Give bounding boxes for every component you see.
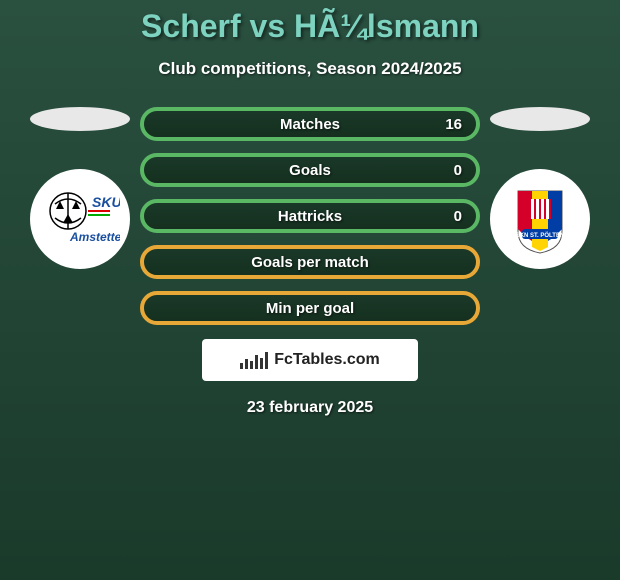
stat-label: Hattricks — [278, 208, 342, 225]
date-text: 23 february 2025 — [0, 399, 620, 417]
stpolten-logo-icon: SKN ST. PÖLTEN — [500, 179, 580, 259]
stat-row-goals-per-match: Goals per match — [140, 245, 480, 279]
page-title: Scherf vs HÃ¼lsmann — [0, 8, 620, 45]
svg-text:SKN ST. PÖLTEN: SKN ST. PÖLTEN — [516, 232, 565, 239]
right-player-avatar — [490, 107, 590, 131]
stat-row-hattricks: Hattricks 0 — [140, 199, 480, 233]
stat-row-goals: Goals 0 — [140, 153, 480, 187]
stat-row-matches: Matches 16 — [140, 107, 480, 141]
svg-text:Amstetten: Amstetten — [69, 230, 120, 244]
stat-label: Matches — [280, 116, 340, 133]
stat-row-min-per-goal: Min per goal — [140, 291, 480, 325]
right-player-col: SKN ST. PÖLTEN — [490, 107, 590, 269]
stat-label: Goals — [289, 162, 331, 179]
brand-footer[interactable]: FcTables.com — [202, 339, 418, 381]
amstetten-logo-icon: SKU Amstetten — [40, 179, 120, 259]
stat-label: Goals per match — [251, 254, 369, 271]
right-club-badge: SKN ST. PÖLTEN — [490, 169, 590, 269]
left-player-col: SKU Amstetten — [30, 107, 130, 269]
left-club-badge: SKU Amstetten — [30, 169, 130, 269]
stat-right-value: 0 — [454, 162, 462, 179]
svg-text:SKU: SKU — [92, 194, 120, 210]
stats-column: Matches 16 Goals 0 Hattricks 0 Goals per… — [140, 107, 480, 325]
stat-right-value: 16 — [445, 116, 462, 133]
subtitle: Club competitions, Season 2024/2025 — [0, 59, 620, 79]
brand-text: FcTables.com — [274, 351, 380, 369]
stat-label: Min per goal — [266, 300, 354, 317]
left-player-avatar — [30, 107, 130, 131]
chart-icon — [240, 352, 268, 369]
stat-right-value: 0 — [454, 208, 462, 225]
comparison-content: SKU Amstetten Matches 16 Goals 0 Hattri — [0, 107, 620, 325]
